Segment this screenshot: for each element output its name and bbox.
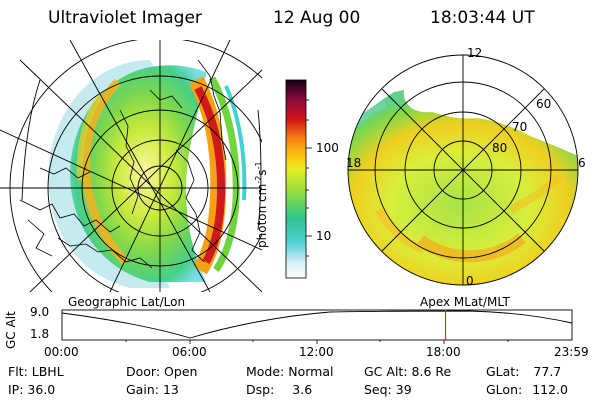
info-ip: IP: 36.0 bbox=[8, 382, 56, 397]
info-door: Door: Open bbox=[126, 364, 198, 379]
geographic-grid-outer bbox=[21, 79, 262, 231]
geographic-caption: Geographic Lat/Lon bbox=[68, 295, 186, 309]
mlat-label-70: 70 bbox=[512, 120, 528, 134]
mlat-label-60: 60 bbox=[536, 97, 552, 111]
colorbar-unit-label: photon cm-2s-1 bbox=[254, 161, 269, 248]
header-date: 12 Aug 00 bbox=[273, 8, 361, 28]
altitude-x-tick: 06:00 bbox=[172, 345, 207, 359]
altitude-ticks bbox=[125, 340, 509, 344]
color-scale-bar bbox=[285, 79, 307, 279]
mlt-label-0: 0 bbox=[466, 274, 474, 288]
colorbar-tick-10: 10 bbox=[316, 229, 332, 243]
header-time: 18:03:44 UT bbox=[430, 8, 535, 28]
info-seq: Seq: 39 bbox=[364, 382, 412, 397]
info-dsp: Dsp: 3.6 bbox=[246, 382, 313, 397]
altitude-x-tick: 12:00 bbox=[299, 345, 334, 359]
colorbar-tick-100: 100 bbox=[316, 141, 339, 155]
info-glon: GLon: 112.0 bbox=[486, 382, 568, 397]
altitude-y-min: 1.8 bbox=[30, 327, 50, 341]
mlt-label-18: 18 bbox=[346, 156, 362, 170]
geographic-image bbox=[0, 40, 262, 292]
mlt-label-6: 6 bbox=[578, 156, 586, 170]
info-flt: Flt: LBHL bbox=[8, 364, 64, 379]
color-scale-ticks bbox=[306, 99, 312, 257]
magnetic-caption: Apex MLat/MLT bbox=[420, 295, 510, 309]
magnetic-image bbox=[348, 90, 578, 285]
magnetic-grid bbox=[347, 54, 579, 286]
altitude-y-max: 9.0 bbox=[30, 305, 50, 319]
app-title: Ultraviolet Imager bbox=[48, 8, 202, 28]
info-gain: Gain: 13 bbox=[126, 382, 179, 397]
altitude-x-tick: 18:00 bbox=[426, 345, 461, 359]
altitude-x-tick: 23:59 bbox=[554, 345, 589, 359]
altitude-curve bbox=[61, 310, 573, 339]
mlat-label-80: 80 bbox=[492, 141, 508, 155]
info-mode: Mode: Normal bbox=[246, 364, 334, 379]
altitude-plot-frame bbox=[61, 309, 573, 341]
altitude-x-tick: 00:00 bbox=[44, 345, 79, 359]
info-glat: GLat: 77.7 bbox=[486, 364, 562, 379]
info-gc-alt: GC Alt: 8.6 Re bbox=[364, 364, 452, 379]
altitude-axis-label: GC Alt bbox=[4, 311, 18, 349]
mlt-label-12: 12 bbox=[467, 46, 483, 60]
